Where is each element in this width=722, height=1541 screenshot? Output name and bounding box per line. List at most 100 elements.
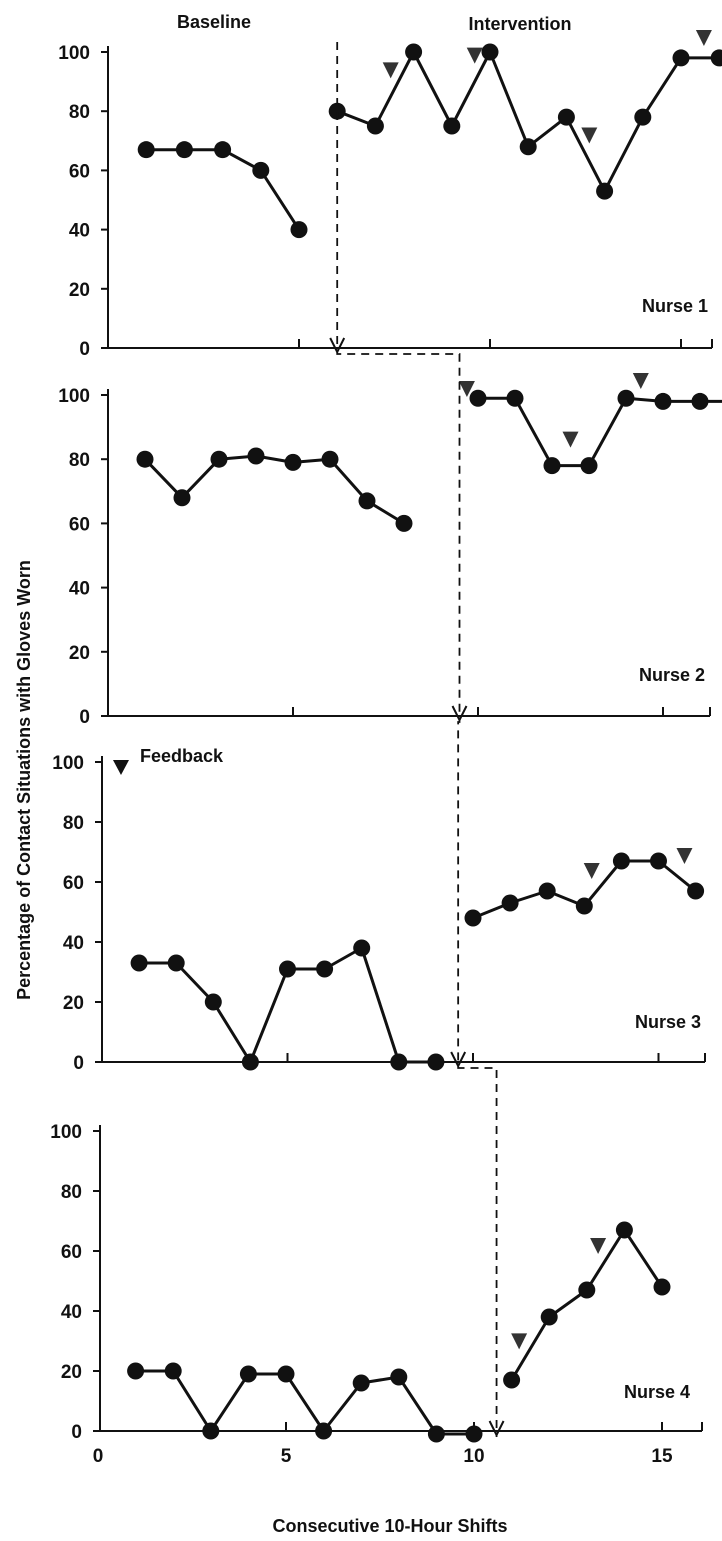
panel-label: Nurse 4 bbox=[624, 1382, 690, 1402]
baseline-data-point bbox=[395, 514, 413, 532]
intervention-data-point bbox=[443, 117, 461, 135]
y-tick-label: 100 bbox=[58, 386, 90, 407]
y-tick-label: 100 bbox=[50, 1122, 82, 1143]
intervention-data-point bbox=[580, 457, 598, 475]
baseline-data-point bbox=[252, 161, 270, 179]
baseline-series-line bbox=[143, 454, 405, 525]
intervention-data-point bbox=[578, 1281, 596, 1299]
intervention-data-point bbox=[575, 897, 593, 915]
phase-change-layer bbox=[329, 42, 505, 1438]
intervention-data-point bbox=[653, 1278, 671, 1296]
intervention-data-point bbox=[519, 138, 537, 156]
feedback-arrow bbox=[458, 381, 475, 397]
y-tick-label: 20 bbox=[69, 643, 90, 664]
intervention-data-point bbox=[672, 49, 690, 67]
intervention-data-point bbox=[557, 108, 575, 126]
feedback-arrow bbox=[382, 62, 399, 79]
baseline-data-point bbox=[284, 453, 302, 471]
panel-label: Nurse 2 bbox=[639, 665, 705, 685]
baseline-data-point bbox=[164, 1362, 182, 1380]
intervention-data-point bbox=[469, 389, 487, 407]
intervention-data-point bbox=[612, 852, 630, 870]
baseline-data-point bbox=[316, 960, 334, 978]
baseline-data-point bbox=[136, 450, 154, 468]
intervention-data-point bbox=[506, 389, 524, 407]
baseline-data-point bbox=[290, 221, 308, 239]
feedback-arrow bbox=[511, 1333, 528, 1350]
x-tick-label: 5 bbox=[281, 1446, 292, 1467]
baseline-data-point bbox=[239, 1365, 257, 1383]
baseline-data-point bbox=[210, 450, 228, 468]
phase-label-intervention: Intervention bbox=[468, 14, 571, 34]
y-tick-label: 0 bbox=[73, 1053, 84, 1074]
feedback-legend-arrow bbox=[113, 760, 129, 775]
intervention-data-point bbox=[481, 43, 499, 61]
y-tick-label: 100 bbox=[52, 753, 84, 774]
y-tick-label: 0 bbox=[79, 707, 90, 728]
panel-2: 0 20 40 60 80 100 Nurse 2 bbox=[58, 373, 722, 728]
panel-label: Nurse 1 bbox=[642, 296, 708, 316]
baseline-data-point bbox=[175, 141, 193, 159]
feedback-arrow bbox=[583, 863, 600, 879]
intervention-data-point bbox=[503, 1371, 521, 1389]
intervention-data-point bbox=[540, 1308, 558, 1326]
y-tick-label: 80 bbox=[61, 1182, 82, 1203]
y-tick-label: 80 bbox=[69, 102, 90, 123]
feedback-arrow bbox=[676, 848, 693, 864]
y-tick-label: 40 bbox=[69, 221, 90, 242]
baseline-data-point bbox=[352, 1374, 370, 1392]
intervention-data-point bbox=[366, 117, 384, 135]
baseline-data-point bbox=[173, 489, 191, 507]
intervention-data-point bbox=[405, 43, 423, 61]
y-tick-label: 80 bbox=[69, 450, 90, 471]
baseline-data-point bbox=[427, 1053, 445, 1071]
panel-1: 0 20 40 60 80 100 Nurse 1 bbox=[58, 30, 722, 360]
y-tick-label: 40 bbox=[61, 1302, 82, 1323]
x-tick-label: 10 bbox=[463, 1446, 484, 1467]
x-axis-title: Consecutive 10-Hour Shifts bbox=[272, 1516, 507, 1536]
y-tick-label: 100 bbox=[58, 43, 90, 64]
baseline-data-point bbox=[137, 141, 155, 159]
baseline-data-point bbox=[130, 954, 148, 972]
intervention-data-point bbox=[543, 457, 561, 475]
intervention-data-point bbox=[654, 392, 672, 410]
y-axis-title: Percentage of Contact Situations with Gl… bbox=[14, 560, 34, 1000]
feedback-arrow bbox=[632, 373, 649, 389]
intervention-data-point bbox=[328, 102, 346, 120]
baseline-data-point bbox=[277, 1365, 295, 1383]
feedback-arrow bbox=[562, 431, 579, 448]
intervention-series-line bbox=[478, 396, 722, 468]
intervention-series-line bbox=[510, 1228, 664, 1381]
panel-label: Nurse 3 bbox=[635, 1012, 701, 1032]
baseline-data-point bbox=[204, 993, 222, 1011]
y-tick-label: 20 bbox=[63, 993, 84, 1014]
baseline-data-point bbox=[427, 1425, 445, 1443]
panel-3: 0 20 40 60 80 100 Nurse 3 bbox=[52, 753, 706, 1074]
baseline-data-point bbox=[315, 1422, 333, 1440]
y-tick-label: 80 bbox=[63, 813, 84, 834]
baseline-data-point bbox=[390, 1368, 408, 1386]
y-tick-label: 60 bbox=[63, 873, 84, 894]
intervention-data-point bbox=[617, 389, 635, 407]
intervention-series-line bbox=[336, 50, 720, 193]
baseline-data-point bbox=[241, 1053, 259, 1071]
feedback-arrow bbox=[581, 127, 598, 144]
intervention-data-point bbox=[687, 882, 705, 900]
intervention-data-point bbox=[501, 894, 519, 912]
phase-label-baseline: Baseline bbox=[177, 12, 251, 32]
intervention-data-point bbox=[650, 852, 667, 870]
baseline-data-point bbox=[279, 960, 296, 978]
baseline-data-point bbox=[353, 939, 371, 957]
y-tick-label: 60 bbox=[69, 161, 90, 182]
y-tick-label: 60 bbox=[61, 1242, 82, 1263]
feedback-arrow bbox=[466, 47, 483, 64]
baseline-data-point bbox=[465, 1425, 483, 1443]
feedback-label: Feedback bbox=[140, 746, 224, 766]
baseline-series-line bbox=[146, 148, 301, 231]
baseline-data-point bbox=[127, 1362, 145, 1380]
y-tick-label: 0 bbox=[79, 339, 90, 360]
x-tick-label: 15 bbox=[651, 1446, 673, 1467]
intervention-data-point bbox=[615, 1221, 633, 1239]
y-tick-label: 60 bbox=[69, 514, 90, 535]
